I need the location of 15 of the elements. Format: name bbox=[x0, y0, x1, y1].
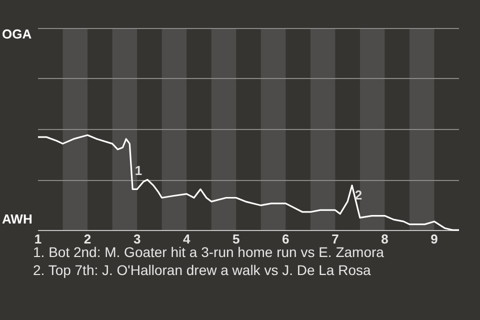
x-tick-label: 6 bbox=[282, 231, 290, 246]
annotation: 2 bbox=[354, 187, 362, 202]
text: OGA bbox=[2, 26, 32, 42]
text: 2. Top 7th: J. O'Halloran drew a walk vs J. De La Rosa bbox=[33, 262, 372, 278]
x-tick-label: 4 bbox=[182, 231, 191, 246]
x-tick-label: 5 bbox=[232, 231, 240, 246]
x-tick-label: 3 bbox=[133, 231, 141, 246]
x-tick-label: 7 bbox=[332, 231, 339, 246]
x-tick-label: 1 bbox=[34, 231, 42, 246]
x-tick-label: 9 bbox=[430, 231, 438, 246]
annotation: 1 bbox=[134, 162, 142, 178]
text: AWH bbox=[2, 212, 32, 227]
x-tick-label: 2 bbox=[84, 231, 92, 246]
x-tick-label: 8 bbox=[381, 231, 388, 246]
text: 1. Bot 2nd: M. Goater hit a 3-run home run vs E. Zamora bbox=[33, 244, 384, 260]
